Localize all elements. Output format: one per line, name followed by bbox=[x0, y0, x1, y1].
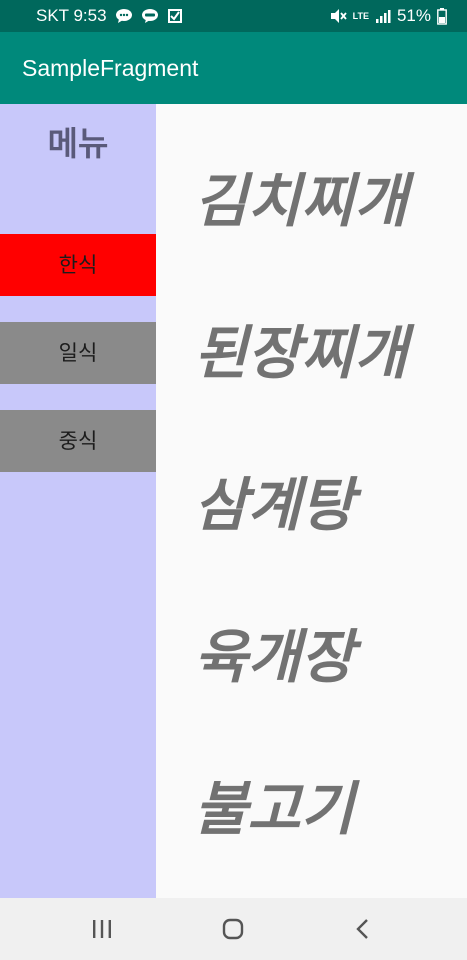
mute-icon bbox=[329, 8, 347, 24]
menu-fragment: 메뉴 한식 일식 중식 bbox=[0, 104, 156, 898]
dish-yukgaejang: 육개장 bbox=[194, 623, 355, 691]
lte-label: LTE bbox=[352, 10, 369, 21]
delivery-check-icon bbox=[167, 8, 183, 24]
battery-icon bbox=[437, 7, 447, 25]
navigation-bar bbox=[0, 898, 467, 960]
dish-kimchi-jjigae: 김치찌개 bbox=[194, 167, 408, 235]
dish-samgyetang: 삼계탕 bbox=[194, 471, 355, 539]
chinese-food-button[interactable]: 중식 bbox=[0, 410, 156, 472]
status-right: LTE 51% bbox=[329, 6, 447, 26]
recent-apps-icon[interactable] bbox=[89, 916, 115, 942]
dish-bulgogi: 불고기 bbox=[194, 775, 355, 843]
japanese-food-button[interactable]: 일식 bbox=[0, 322, 156, 384]
battery-percent: 51% bbox=[396, 6, 431, 25]
status-left: SKT 9:53 bbox=[36, 6, 183, 26]
talk-icon bbox=[141, 8, 159, 24]
app-bar: SampleFragment bbox=[0, 32, 467, 104]
carrier-time: SKT 9:53 bbox=[36, 6, 107, 25]
content-fragment: 김치찌개 된장찌개 삼계탕 육개장 불고기 bbox=[156, 104, 467, 898]
menu-title: 메뉴 bbox=[47, 124, 109, 163]
korean-food-button[interactable]: 한식 bbox=[0, 234, 156, 296]
back-icon[interactable] bbox=[350, 916, 376, 942]
app-title: SampleFragment bbox=[22, 55, 199, 81]
message-bubble-icon bbox=[115, 8, 133, 24]
dish-doenjang-jjigae: 된장찌개 bbox=[194, 319, 408, 387]
status-bar: SKT 9:53 bbox=[0, 0, 467, 32]
lte-icon: LTE bbox=[352, 10, 369, 21]
home-icon[interactable] bbox=[220, 916, 246, 942]
signal-icon bbox=[375, 8, 391, 24]
